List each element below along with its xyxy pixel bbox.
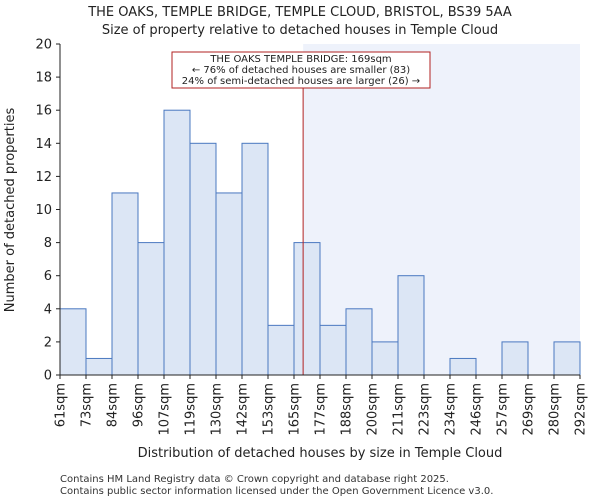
histogram-bar	[137, 242, 165, 376]
histogram-bar	[189, 142, 217, 376]
chart-subtitle: Size of property relative to detached ho…	[102, 23, 498, 38]
y-tick-label: 6	[44, 269, 52, 284]
x-axis-label: Distribution of detached houses by size …	[138, 446, 503, 461]
x-tick-label: 61sqm	[54, 383, 69, 427]
annotation-border	[171, 51, 431, 89]
y-tick-label: 4	[44, 302, 52, 317]
histogram-bar	[111, 192, 139, 376]
footer-line-2: Contains public sector information licen…	[60, 486, 493, 497]
histogram-bar	[345, 308, 373, 376]
histogram-bar	[267, 324, 295, 376]
x-tick-label: 211sqm	[392, 383, 407, 436]
histogram-bar	[241, 142, 269, 376]
footer-line-1: Contains HM Land Registry data © Crown c…	[60, 474, 449, 485]
x-tick-label: 257sqm	[496, 383, 511, 436]
x-tick-label: 119sqm	[184, 383, 199, 436]
x-tick-label: 246sqm	[470, 383, 485, 436]
annotation-line-2: ← 76% of detached houses are smaller (83…	[192, 65, 410, 76]
histogram-bar	[59, 308, 87, 376]
x-ticks: 61sqm 73sqm 84sqm 96sqm 107sqm 119sqm 130sqm 14…	[54, 375, 589, 436]
y-tick-label: 16	[35, 104, 52, 119]
histogram-bar	[163, 109, 191, 376]
histogram-bar	[397, 275, 425, 376]
y-tick-label: 18	[35, 71, 52, 86]
x-tick-label: 188sqm	[340, 383, 355, 436]
annotation-box: THE OAKS TEMPLE BRIDGE: 169sqm ← 76% of …	[171, 51, 431, 89]
x-tick-label: 280sqm	[548, 383, 563, 436]
x-tick-label: 234sqm	[444, 383, 459, 436]
y-axis-label: Number of detached properties	[3, 108, 18, 313]
x-tick-label: 153sqm	[262, 383, 277, 436]
x-tick-label: 177sqm	[314, 383, 329, 436]
annotation-line-3: 24% of semi-detached houses are larger (…	[182, 76, 420, 87]
y-tick-label: 8	[44, 236, 52, 251]
y-ticks: 0 2 4 6 8 10 12 14 16 18 20	[35, 38, 60, 384]
y-tick-label: 14	[35, 137, 52, 152]
x-tick-label: 107sqm	[158, 383, 173, 436]
y-tick-label: 10	[35, 203, 52, 218]
x-tick-label: 223sqm	[418, 383, 433, 436]
x-tick-label: 200sqm	[366, 383, 381, 436]
x-tick-label: 130sqm	[210, 383, 225, 436]
histogram-bar	[371, 341, 399, 376]
histogram-bar	[553, 341, 581, 376]
y-tick-label: 0	[44, 369, 52, 384]
y-tick-label: 2	[44, 335, 52, 350]
x-tick-label: 142sqm	[236, 383, 251, 436]
histogram-bar	[501, 341, 529, 376]
annotation-line-1: THE OAKS TEMPLE BRIDGE: 169sqm	[209, 54, 391, 65]
y-tick-label: 20	[35, 38, 52, 53]
x-tick-label: 73sqm	[80, 383, 95, 427]
x-tick-label: 96sqm	[132, 383, 147, 427]
bars-layer	[59, 109, 581, 376]
histogram-bar	[215, 192, 243, 376]
y-tick-label: 12	[35, 170, 52, 185]
histogram-bar	[293, 242, 321, 376]
x-tick-label: 84sqm	[106, 383, 121, 427]
x-tick-label: 269sqm	[522, 383, 537, 436]
chart-title: THE OAKS, TEMPLE BRIDGE, TEMPLE CLOUD, B…	[87, 5, 512, 20]
x-tick-label: 165sqm	[288, 383, 303, 436]
histogram-bar	[319, 324, 347, 376]
histogram-bar	[85, 357, 113, 376]
histogram-bar	[449, 357, 477, 376]
x-tick-label: 292sqm	[574, 383, 589, 436]
